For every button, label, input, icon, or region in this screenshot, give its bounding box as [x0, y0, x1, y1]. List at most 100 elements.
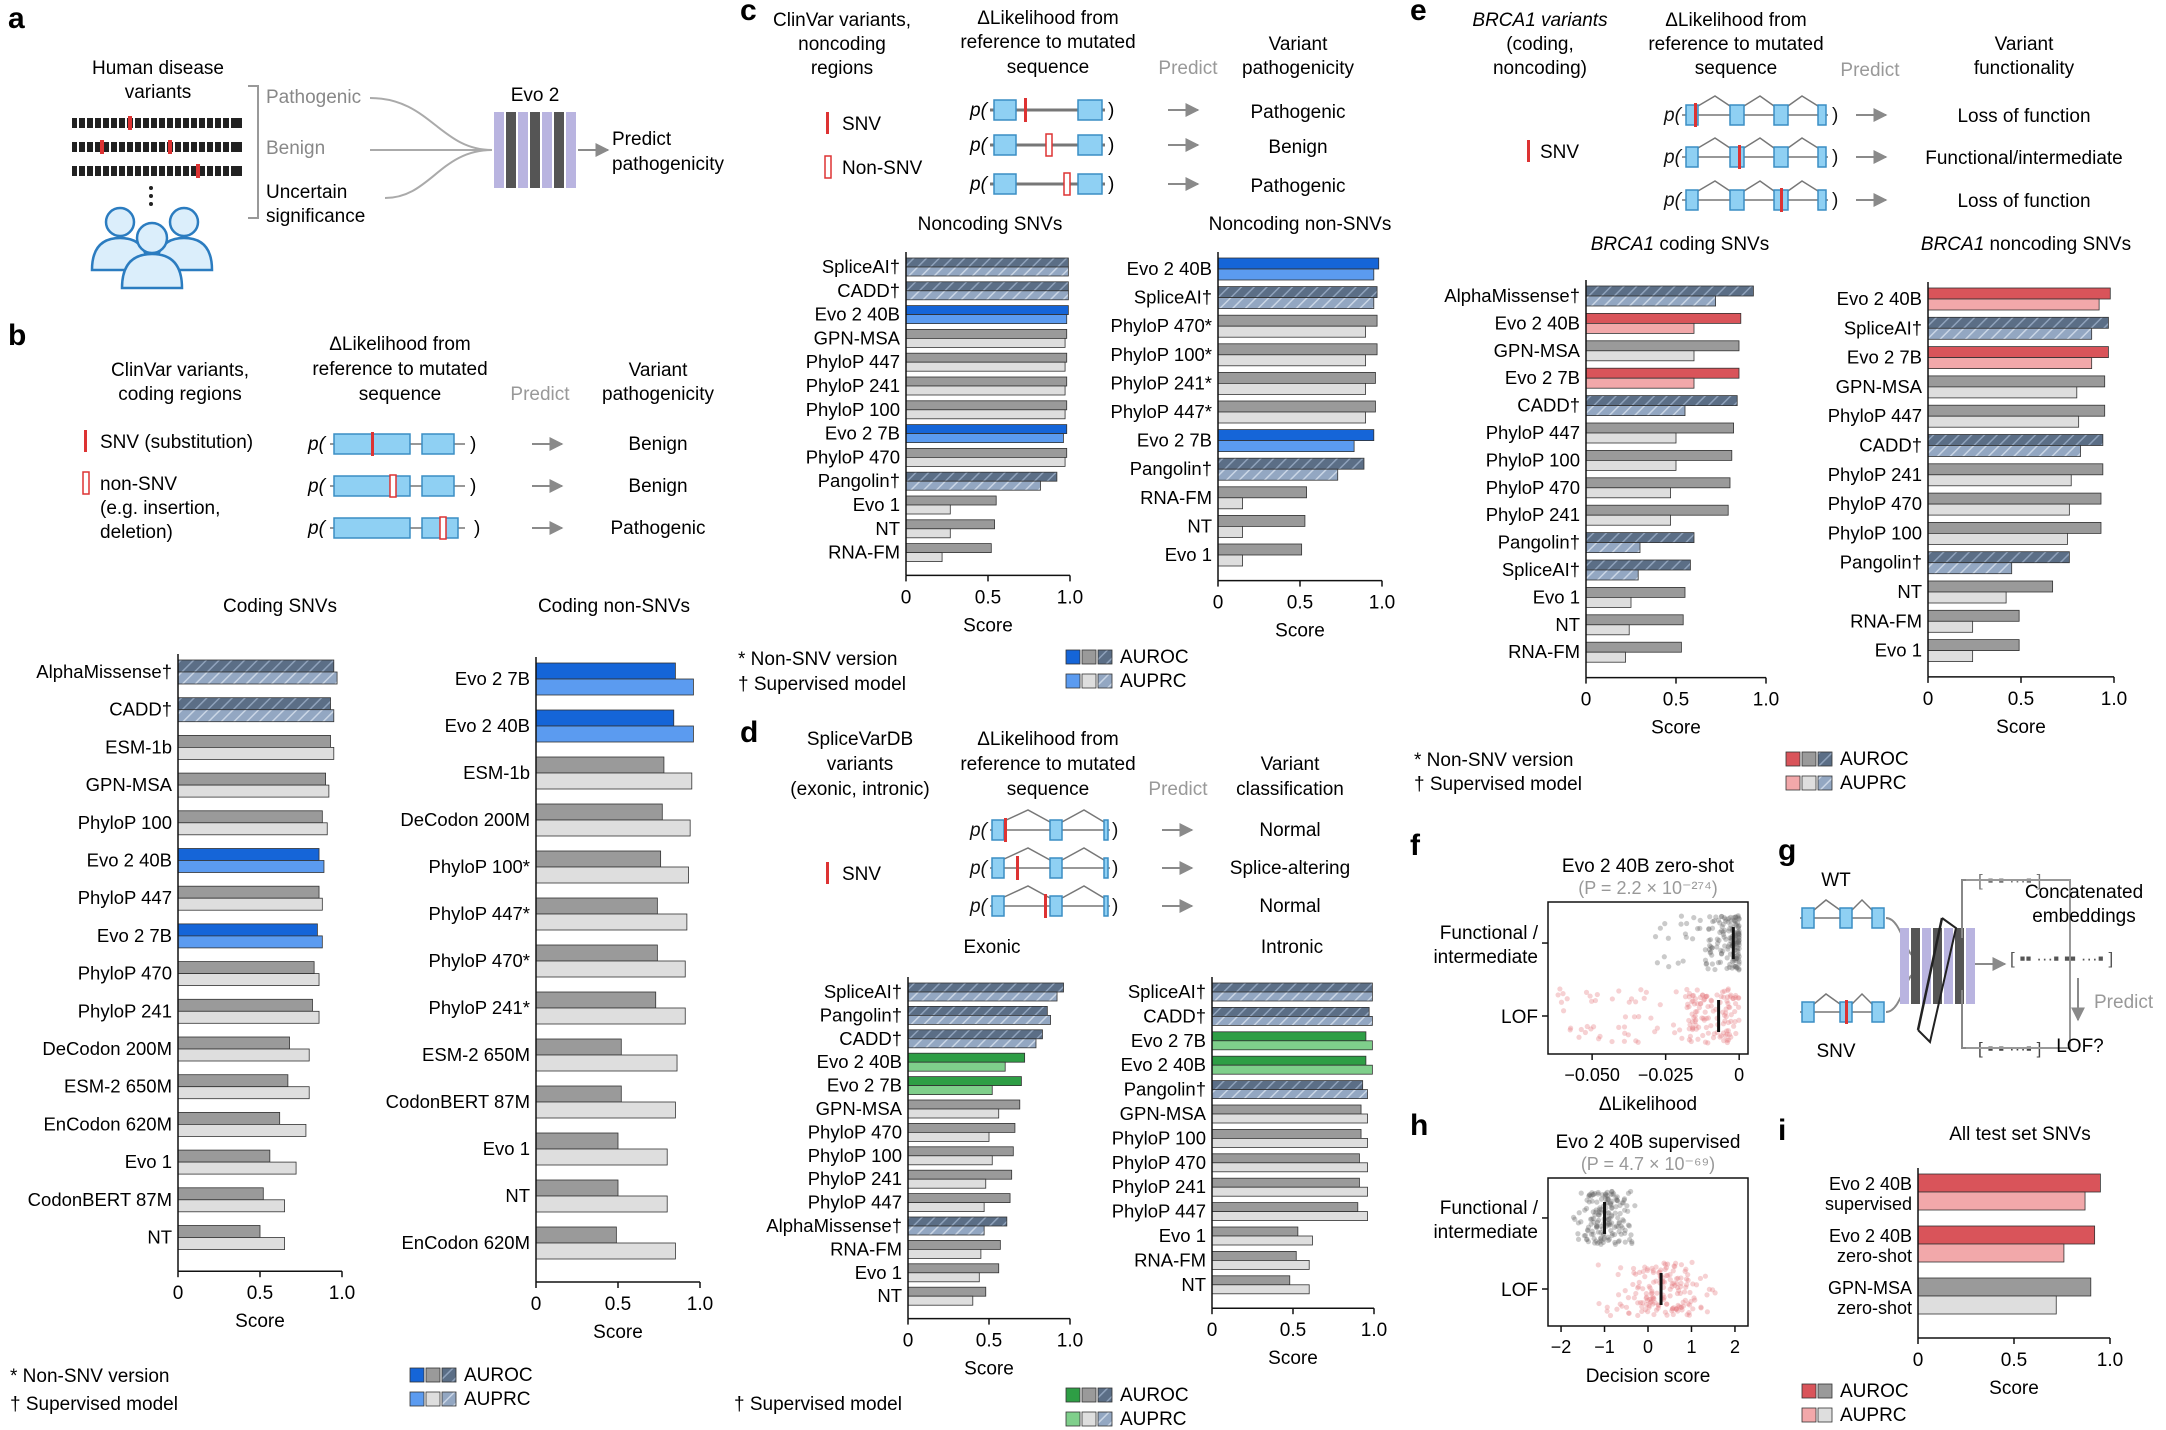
- data-point: [1605, 1195, 1611, 1202]
- data-point: [1736, 935, 1742, 941]
- data-point: [1589, 998, 1595, 1004]
- b-col2-1: ΔLikelihood from: [329, 334, 471, 355]
- people-icon: [90, 206, 214, 290]
- category-label: Evo 1: [483, 1138, 530, 1159]
- chart-title: Coding non-SNVs: [538, 596, 690, 617]
- category-label: RNA-FM: [830, 1238, 902, 1259]
- chart-b1: Coding SNVs AlphaMissense† CADD† ESM-1b GPN-…: [28, 596, 356, 1332]
- data-point: [1701, 997, 1707, 1003]
- data-point: [1640, 1300, 1646, 1306]
- data-point: [1598, 1196, 1605, 1202]
- category-label: CodonBERT 87M: [28, 1189, 172, 1210]
- legend-swatch-color: [1065, 649, 1081, 665]
- d-sequence-rows: p( ) p( ) p( ): [969, 809, 1118, 918]
- data-point: [1657, 925, 1663, 931]
- plot-frame: [1547, 901, 1749, 1055]
- x-axis-title: Score: [1268, 1348, 1318, 1369]
- data-point: [1635, 1284, 1642, 1290]
- data-point: [1607, 1215, 1613, 1222]
- x-tick-label: 1.0: [687, 1294, 713, 1315]
- bar-auroc: [1917, 1225, 2096, 1245]
- data-point: [1736, 923, 1742, 929]
- bar-auprc: [1585, 542, 1641, 553]
- data-point: [1620, 1217, 1626, 1223]
- bar-auroc: [1927, 492, 2102, 505]
- b-col3-1: Variant: [629, 360, 689, 381]
- data-point: [1663, 1265, 1670, 1271]
- data-point: [1596, 1206, 1603, 1213]
- bar-auprc: [1217, 526, 1244, 538]
- category-label: Evo 2 40B: [817, 1051, 902, 1072]
- data-point: [1669, 1308, 1675, 1314]
- bar-auprc: [535, 1148, 668, 1166]
- legend-swatch-hatch-light: [1097, 1411, 1113, 1427]
- data-point: [1691, 1001, 1698, 1007]
- data-point: [1684, 1312, 1690, 1318]
- category-label: ESM-2 650M: [422, 1044, 530, 1065]
- data-point: [1706, 926, 1712, 932]
- data-point: [1709, 945, 1715, 951]
- bar-auprc: [1585, 377, 1695, 389]
- bar-auprc: [1927, 415, 2080, 428]
- data-point: [1617, 1202, 1623, 1209]
- data-point: [1694, 1000, 1700, 1007]
- data-point: [1690, 1025, 1696, 1031]
- data-point: [1654, 1025, 1660, 1031]
- data-point: [1731, 917, 1737, 924]
- bar-auroc: [1585, 422, 1735, 434]
- bar-auprc: [907, 1155, 993, 1166]
- data-point: [1724, 1028, 1730, 1034]
- data-point: [1702, 1039, 1709, 1045]
- data-point: [1582, 1029, 1588, 1036]
- b-legend-eg: (e.g. insertion,: [100, 498, 220, 519]
- c-p-2: p(: [969, 135, 989, 156]
- data-point: [1604, 1308, 1610, 1314]
- data-point: [1679, 1035, 1685, 1041]
- data-point: [1608, 1227, 1614, 1234]
- data-point: [1627, 1237, 1633, 1243]
- bar-auprc: [1211, 1016, 1373, 1026]
- data-point: [1621, 1196, 1628, 1202]
- data-point: [1609, 1189, 1615, 1195]
- legend-swatch-gray: [425, 1367, 441, 1383]
- x-tick-label: −2: [1551, 1337, 1572, 1357]
- category-label: PhyloP 100: [806, 399, 900, 420]
- data-point: [1598, 1238, 1604, 1244]
- data-point: [1723, 936, 1729, 942]
- data-point: [1667, 1271, 1673, 1278]
- data-point: [1705, 1040, 1711, 1046]
- data-point: [1662, 1261, 1668, 1268]
- category-label: PhyloP 241*: [1111, 372, 1213, 393]
- data-point: [1694, 987, 1700, 993]
- chart-title: BRCA1 coding SNVs: [1591, 234, 1769, 255]
- data-point: [1622, 1030, 1628, 1036]
- category-label: Pangolin†: [818, 470, 900, 491]
- bar-auprc: [1927, 591, 2007, 604]
- bar-auprc: [1585, 295, 1717, 307]
- bar-auroc: [1217, 314, 1378, 327]
- predict-label-2: pathogenicity: [612, 154, 724, 175]
- panel-d-schematic: SpliceVarDB variants (exonic, intronic) …: [734, 729, 1350, 1415]
- x-tick-label: 1.0: [2097, 1350, 2123, 1371]
- chart-f: Evo 2 40B zero-shot(P = 2.2 × 10⁻²⁷⁴) Fun…: [1433, 856, 1749, 1115]
- group-label-line2: intermediate: [1433, 947, 1538, 968]
- bar-auprc: [905, 337, 1066, 348]
- category-label: Evo 2 40B: [1121, 1054, 1206, 1075]
- data-point: [1734, 941, 1740, 947]
- data-point: [1584, 1023, 1590, 1030]
- bar-auroc: [1927, 609, 2020, 622]
- bar-auroc: [1585, 532, 1695, 543]
- data-point: [1589, 1190, 1595, 1196]
- category-label: Pangolin†: [1130, 458, 1212, 479]
- panel-letter-g: g: [1778, 834, 1796, 867]
- data-point: [1560, 991, 1566, 997]
- data-point: [1692, 996, 1699, 1002]
- category-label: GPN-MSA: [1836, 376, 1923, 397]
- category-label: PhyloP 470: [1112, 1152, 1206, 1173]
- data-point: [1609, 1204, 1615, 1211]
- bar-auroc: [905, 495, 997, 506]
- data-point: [1717, 1034, 1723, 1040]
- legend-swatch-hatch-light: [441, 1391, 457, 1407]
- data-point: [1731, 914, 1737, 921]
- bar-auroc: [907, 1029, 1043, 1040]
